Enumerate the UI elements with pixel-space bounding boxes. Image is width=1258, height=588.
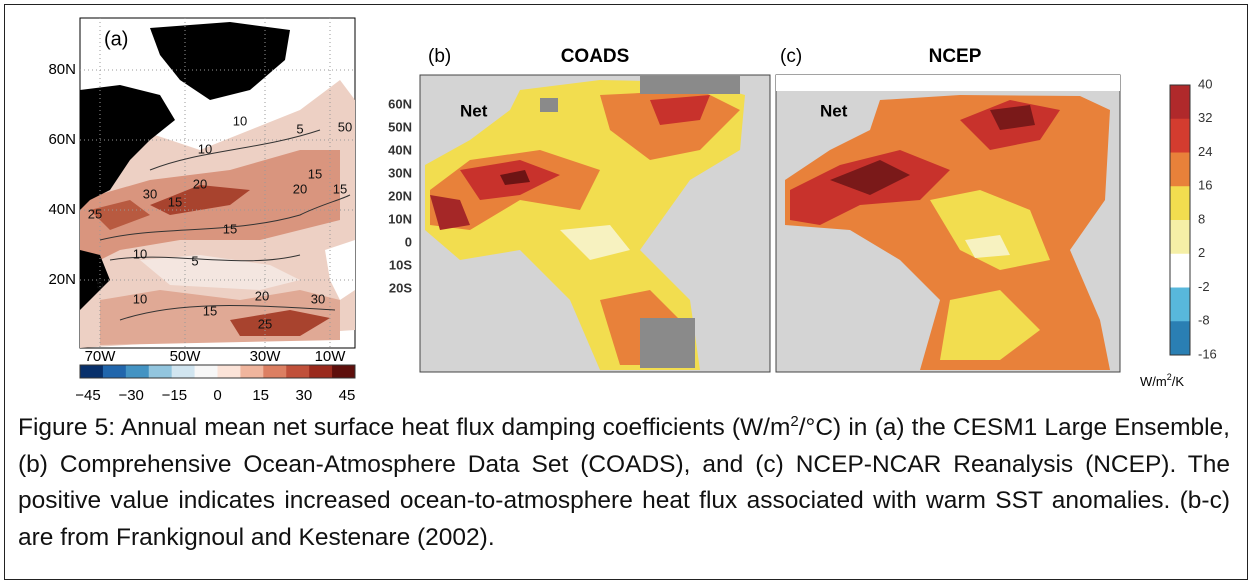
lat-label: 40N	[388, 142, 412, 157]
unit-base: W/m	[1140, 374, 1167, 389]
colorbar-tick: 16	[1198, 178, 1212, 193]
colorbar-tick: 32	[1198, 110, 1212, 125]
contour-label: 10	[133, 246, 147, 261]
caption-sup: 2	[790, 412, 799, 430]
colorbar-a-frame	[79, 364, 356, 379]
figure-frame	[4, 4, 1248, 580]
panel-label: (a)	[104, 28, 128, 50]
colorbar-a-swatch	[240, 365, 264, 378]
contour-label: 15	[223, 221, 237, 236]
contour-label: 25	[258, 316, 272, 331]
colorbar-swatch	[1170, 253, 1190, 288]
colorbar-tick: 2	[1198, 245, 1205, 260]
colorbar-swatch	[1170, 85, 1190, 120]
contour-label: 10	[133, 291, 147, 306]
colorbar-swatch	[1170, 118, 1190, 153]
unit-sup: 2	[1167, 372, 1172, 382]
lat-label: 80N	[48, 61, 76, 78]
map-a	[79, 17, 356, 349]
figure: (a) (b) COADS Net (c) NCEP Net W/m2/K 80…	[48, 17, 1217, 404]
contour-label: 50	[338, 119, 352, 134]
lon-label: 70W	[85, 348, 117, 365]
colorbar-a-swatch	[80, 365, 104, 378]
lat-label: 20N	[388, 188, 412, 203]
contour-label: 30	[143, 186, 157, 201]
caption: Figure 5: Annual mean net surface heat f…	[18, 410, 1230, 556]
colorbar-a-swatch	[148, 365, 173, 378]
lat-label: 50N	[388, 119, 412, 134]
colorbar-unit: W/m2/K	[1140, 372, 1184, 389]
panel-title: NCEP	[929, 46, 982, 67]
colorbar-swatch	[1170, 321, 1190, 356]
contour-label: 30	[311, 291, 325, 306]
lat-label: 10S	[389, 257, 412, 272]
lat-label: 60N	[388, 96, 412, 111]
colorbar-tick: 40	[1198, 76, 1212, 91]
contour-label: 25	[88, 206, 102, 221]
lat-label: 20S	[389, 280, 412, 295]
lon-label: 10W	[315, 348, 347, 365]
colorbar-a-swatch	[102, 365, 127, 378]
colorbar-frame	[1169, 84, 1191, 356]
colorbar-tick: -16	[1198, 346, 1217, 361]
colorbar-swatch	[1170, 287, 1190, 322]
panel-label: (b)	[428, 46, 451, 67]
contour-label: 5	[296, 121, 303, 136]
lat-label: 10N	[388, 211, 412, 226]
colorbar-swatch	[1170, 152, 1190, 187]
colorbar-tick: 8	[1198, 211, 1205, 226]
lat-label: 40N	[48, 201, 76, 218]
unit-tail: /K	[1172, 374, 1185, 389]
colorbar-a-swatch	[125, 365, 150, 378]
colorbar-swatch	[1170, 220, 1190, 255]
lat-label: 20N	[48, 271, 76, 288]
colorbar-a-swatch	[263, 365, 287, 378]
contour-label: 15	[203, 303, 217, 318]
contour-label: 15	[333, 181, 347, 196]
colorbar-tick: 24	[1198, 144, 1212, 159]
colorbar-a-swatch	[194, 365, 218, 378]
colorbar-a-tick: 15	[252, 387, 269, 404]
colorbar-a-swatch	[171, 365, 196, 378]
lat-label: 60N	[48, 131, 76, 148]
colorbar-a-swatch	[309, 365, 333, 378]
contour-label: 5	[96, 276, 103, 291]
field-label: Net	[820, 101, 848, 120]
colorbar-a-tick: −45	[75, 387, 100, 404]
colorbar-a-tick: 45	[339, 387, 356, 404]
lat-label: 30N	[388, 165, 412, 180]
caption-text: /°C) in (a) the CESM1 Large Ensemble, (b…	[18, 414, 1230, 551]
contour-label: 20	[293, 181, 307, 196]
map-b	[419, 74, 771, 373]
contour-label: 20	[255, 288, 269, 303]
colorbar-tick: -8	[1198, 313, 1210, 328]
panel-label: (c)	[780, 46, 802, 67]
colorbar-a-tick: −15	[162, 387, 187, 404]
colorbar-swatch	[1170, 186, 1190, 221]
colorbar-tick: -2	[1198, 279, 1210, 294]
lat-label: 0	[405, 234, 412, 249]
colorbar-a-swatch	[217, 365, 241, 378]
colorbar-a-swatch	[332, 365, 356, 378]
colorbar-a-swatch	[286, 365, 310, 378]
lon-label: 30W	[250, 348, 282, 365]
colorbar-a-tick: 30	[295, 387, 312, 404]
lon-label: 50W	[170, 348, 202, 365]
colorbar-a-tick: 0	[213, 387, 221, 404]
field-label: Net	[460, 101, 488, 120]
map-c	[775, 74, 1121, 373]
contour-label: 10	[198, 141, 212, 156]
caption-text: Figure 5: Annual mean net surface heat f…	[18, 414, 791, 441]
contour-label: 5	[191, 253, 198, 268]
contour-label: 10	[233, 113, 247, 128]
contour-label: 20	[193, 176, 207, 191]
contour-label: 15	[308, 166, 322, 181]
panel-title: COADS	[561, 46, 630, 67]
colorbar-a-tick: −30	[118, 387, 143, 404]
contour-label: 15	[168, 194, 182, 209]
